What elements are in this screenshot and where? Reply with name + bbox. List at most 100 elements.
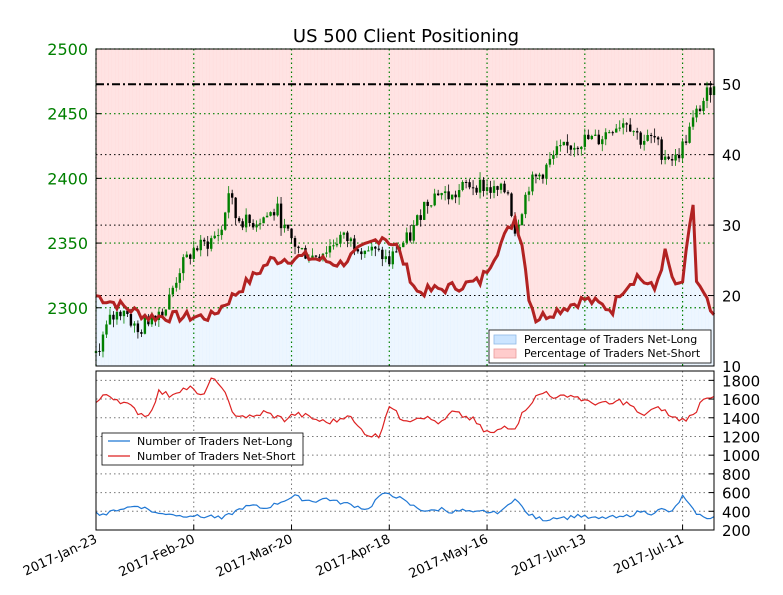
price-candle-body <box>409 232 412 241</box>
net-long-fill <box>415 291 420 366</box>
net-long-fill <box>523 269 528 366</box>
count-tick-label: 1600 <box>722 391 760 409</box>
net-long-fill <box>275 263 280 366</box>
price-candle-body <box>698 108 702 112</box>
price-candle-body <box>150 315 154 325</box>
price-candle-body <box>597 134 600 145</box>
price-candle-body <box>520 214 524 225</box>
count-tick-label: 1400 <box>722 410 760 428</box>
net-long-fill <box>492 260 497 366</box>
net-long-fill <box>307 259 312 366</box>
net-short-fill <box>181 49 186 318</box>
net-short-fill <box>555 49 559 309</box>
net-long-fill <box>432 285 437 366</box>
net-long-fill <box>394 244 399 366</box>
net-long-fill <box>328 262 332 366</box>
net-long-fill <box>251 272 256 366</box>
price-candle-body <box>126 310 129 315</box>
net-long-fill <box>687 225 692 366</box>
net-short-fill <box>611 49 615 315</box>
net-long-fill <box>439 289 444 366</box>
net-short-fill <box>317 49 322 261</box>
net-short-fill <box>537 49 542 320</box>
price-candle-body <box>576 147 580 150</box>
price-candle-body <box>349 238 353 242</box>
date-axis: 2017-Jan-23 2017-Feb-20 2017-Mar-20 2017-Ap… <box>21 525 686 582</box>
price-candle-body <box>276 203 279 216</box>
price-candle-body <box>566 141 569 146</box>
net-short-fill <box>153 49 158 321</box>
net-long-fill <box>387 244 392 366</box>
percentage-tick-label: 50 <box>722 76 741 94</box>
net-long-fill <box>370 241 374 366</box>
net-short-fill <box>146 49 151 320</box>
net-short-fill <box>411 49 416 286</box>
net-long-fill <box>146 319 151 366</box>
net-long-fill <box>167 321 172 366</box>
price-tick-label: 2450 <box>47 105 88 124</box>
net-long-fill <box>233 295 238 366</box>
net-short-fill <box>328 49 332 263</box>
net-short-fill <box>282 49 287 260</box>
net-short-fill <box>460 49 465 289</box>
percentage-tick-label: 40 <box>722 147 741 165</box>
percentage-tick-label: 10 <box>722 358 741 376</box>
price-candle-body <box>161 311 164 316</box>
net-long-fill <box>195 316 200 366</box>
count-tick-label: 200 <box>722 522 751 540</box>
net-long-fill <box>429 290 434 366</box>
price-candle-body <box>189 254 192 259</box>
net-long-fill <box>230 293 235 366</box>
count-tick-label: 600 <box>722 485 751 503</box>
net-short-fill <box>359 49 364 245</box>
net-short-fill <box>614 49 619 297</box>
net-short-fill <box>307 49 312 260</box>
net-short-fill <box>488 49 493 268</box>
price-candle-body <box>122 310 126 317</box>
price-candle-body <box>674 154 677 161</box>
price-candle-body <box>171 287 175 295</box>
net-short-fill <box>275 49 280 264</box>
net-long-fill <box>125 309 130 366</box>
net-long-fill <box>115 308 119 366</box>
net-long-fill <box>418 292 423 366</box>
net-short-fill <box>534 49 538 322</box>
net-short-fill <box>373 49 378 240</box>
price-candle-body <box>140 332 143 334</box>
net-short-fill <box>446 49 451 285</box>
net-long-fill <box>212 313 217 366</box>
net-short-fill <box>572 49 577 305</box>
net-long-fill <box>398 251 402 366</box>
net-short-fill <box>712 49 714 315</box>
price-candle-body <box>255 224 258 228</box>
net-long-fill <box>324 261 329 366</box>
net-long-fill <box>638 279 643 366</box>
net-long-fill <box>216 313 221 366</box>
net-short-fill <box>499 49 504 244</box>
net-long-fill <box>338 261 343 366</box>
price-candle-body <box>328 246 332 253</box>
net-short-fill <box>471 49 476 282</box>
net-short-fill <box>167 49 172 322</box>
net-short-fill <box>495 49 500 256</box>
net-short-fill <box>551 49 556 318</box>
net-short-fill <box>649 49 654 283</box>
net-long-fill <box>391 244 395 366</box>
price-candle-body <box>395 251 398 253</box>
net-short-fill <box>380 49 385 238</box>
price-candle-body <box>702 100 705 112</box>
net-short-fill <box>415 49 420 292</box>
price-candle-body <box>677 154 681 159</box>
net-short-fill <box>673 49 678 284</box>
price-candle-body <box>342 232 346 235</box>
price-candle-body <box>230 193 234 198</box>
net-short-fill <box>286 49 291 264</box>
net-long-fill <box>624 289 629 366</box>
price-candle-body <box>293 238 297 247</box>
price-candle-body <box>115 311 119 320</box>
price-candle-body <box>440 193 443 196</box>
net-short-fill <box>478 49 483 285</box>
price-candle-body <box>297 246 300 249</box>
net-long-fill <box>265 264 270 366</box>
net-long-fill <box>659 269 664 366</box>
